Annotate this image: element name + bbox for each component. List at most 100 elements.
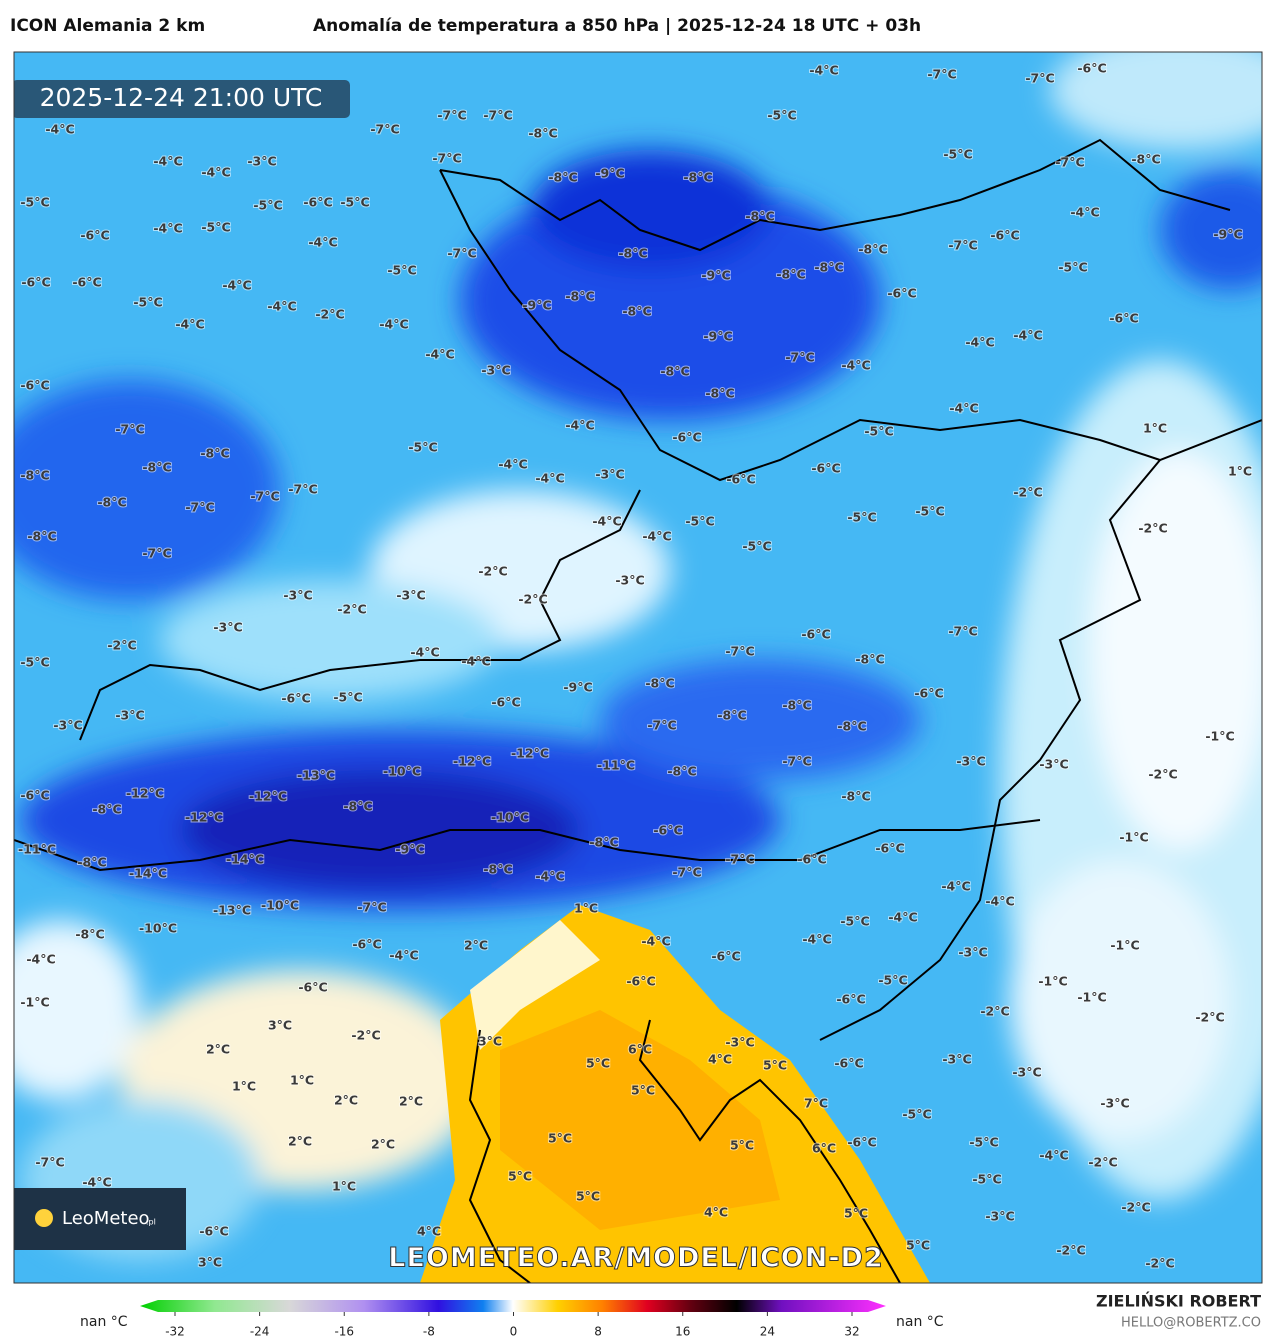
temperature-label: -2°C <box>107 638 136 653</box>
temperature-label: -5°C <box>133 295 162 310</box>
temperature-label: -4°C <box>1039 1148 1068 1163</box>
temperature-label: -4°C <box>888 910 917 925</box>
temperature-label: -5°C <box>685 514 714 529</box>
temperature-label: -7°C <box>647 718 676 733</box>
temperature-label: 5°C <box>844 1206 868 1221</box>
temperature-label: -6°C <box>72 275 101 290</box>
temperature-labels: -7°C -7°C -8°C -7°C -7°C -8°C -9°C -8°C -5°C -4°C… <box>17 60 1253 1272</box>
credit-email: HELLO@ROBERTZ.CO <box>1121 1316 1261 1331</box>
temperature-label: -2°C <box>1148 767 1177 782</box>
temperature-label: -8°C <box>645 676 674 691</box>
temperature-label: -12°C <box>511 746 549 761</box>
temperature-label: -1°C <box>1038 974 1067 989</box>
temperature-label: -4°C <box>175 317 204 332</box>
temperature-label: -8°C <box>92 802 121 817</box>
temperature-label: -7°C <box>447 246 476 261</box>
temperature-label: -8°C <box>667 764 696 779</box>
temperature-label: -8°C <box>528 126 557 141</box>
temperature-label: -3°C <box>53 718 82 733</box>
temperature-label: -3°C <box>1039 757 1068 772</box>
temperature-label: 6°C <box>812 1141 836 1156</box>
temperature-label: -2°C <box>1145 1256 1174 1271</box>
temperature-label: -8°C <box>200 446 229 461</box>
temperature-label: -5°C <box>20 195 49 210</box>
temperature-label: -4°C <box>26 952 55 967</box>
temperature-label: -7°C <box>725 644 754 659</box>
timestamp: 2025-12-24 21:00 UTC <box>40 83 323 112</box>
temperature-label: -4°C <box>949 401 978 416</box>
temperature-label: -8°C <box>142 460 171 475</box>
temperature-label: 5°C <box>548 1131 572 1146</box>
colorbar-tick-label: 24 <box>760 1325 775 1339</box>
temperature-label: -7°C <box>288 482 317 497</box>
temperature-label: -4°C <box>965 335 994 350</box>
temperature-label: -6°C <box>847 1135 876 1150</box>
temperature-label: -8°C <box>858 242 887 257</box>
temperature-label: 1°C <box>1228 464 1252 479</box>
colorbar-tick-label: 32 <box>844 1325 859 1339</box>
temperature-label: -7°C <box>725 852 754 867</box>
colorbar-tick-label: -16 <box>334 1325 354 1339</box>
credit-author: ZIELIŃSKI ROBERT <box>1096 1292 1261 1311</box>
temperature-label: -6°C <box>875 841 904 856</box>
temperature-label: -6°C <box>303 195 332 210</box>
temperature-label: -3°C <box>283 588 312 603</box>
temperature-label: -4°C <box>498 457 527 472</box>
temperature-label: 3°C <box>478 1034 502 1049</box>
temperature-label: 4°C <box>417 1224 441 1239</box>
temperature-label: -13°C <box>297 768 335 783</box>
temperature-label: 2°C <box>371 1137 395 1152</box>
temperature-label: -8°C <box>717 708 746 723</box>
temperature-label: -7°C <box>1055 155 1084 170</box>
temperature-label: -6°C <box>836 992 865 1007</box>
temperature-label: -4°C <box>642 529 671 544</box>
temperature-label: -4°C <box>941 879 970 894</box>
map-frame <box>13 51 1263 1284</box>
temperature-label: -3°C <box>247 154 276 169</box>
temperature-label: -4°C <box>802 932 831 947</box>
temperature-label: -2°C <box>1195 1010 1224 1025</box>
temperature-label: -8°C <box>618 246 647 261</box>
temperature-label: -6°C <box>711 949 740 964</box>
warm-core <box>500 1010 780 1230</box>
temperature-label: -2°C <box>1013 485 1042 500</box>
temperature-label: -1°C <box>1077 990 1106 1005</box>
temperature-label: 5°C <box>730 1138 754 1153</box>
colorbar-left-label: nan °C <box>80 1314 128 1330</box>
temperature-label: -5°C <box>340 195 369 210</box>
temperature-label: -6°C <box>20 378 49 393</box>
temperature-label: -10°C <box>491 810 529 825</box>
temperature-label: -9°C <box>701 268 730 283</box>
temperature-label: -10°C <box>261 898 299 913</box>
temperature-label: -12°C <box>453 754 491 769</box>
temperature-label: 5°C <box>631 1083 655 1098</box>
temperature-label: -5°C <box>387 263 416 278</box>
temperature-label: -4°C <box>641 934 670 949</box>
temperature-label: 2°C <box>206 1042 230 1057</box>
temperature-label: -8°C <box>483 862 512 877</box>
logo-sun <box>35 1209 53 1227</box>
temperature-label: -8°C <box>1131 152 1160 167</box>
temperature-label: -8°C <box>20 468 49 483</box>
temperature-label: -6°C <box>653 823 682 838</box>
temperature-label: -4°C <box>565 418 594 433</box>
temperature-label: -7°C <box>948 238 977 253</box>
temperature-label: -5°C <box>408 440 437 455</box>
colorbar-tick-label: 0 <box>510 1325 518 1339</box>
temperature-label: -8°C <box>855 652 884 667</box>
colorbar-tick-label: 8 <box>594 1325 602 1339</box>
temperature-label: 2°C <box>399 1094 423 1109</box>
temperature-label: -4°C <box>425 347 454 362</box>
temperature-label: -4°C <box>379 317 408 332</box>
colorbar-tick-label: -24 <box>250 1325 270 1339</box>
temperature-label: -1°C <box>1119 830 1148 845</box>
temperature-label: -10°C <box>383 764 421 779</box>
temperature-label: -8°C <box>660 364 689 379</box>
temperature-label: -5°C <box>20 655 49 670</box>
temperature-label: 4°C <box>708 1052 732 1067</box>
temperature-label: -6°C <box>20 788 49 803</box>
temperature-label: -14°C <box>129 866 167 881</box>
temperature-label: -8°C <box>683 170 712 185</box>
temperature-label: 1°C <box>574 901 598 916</box>
